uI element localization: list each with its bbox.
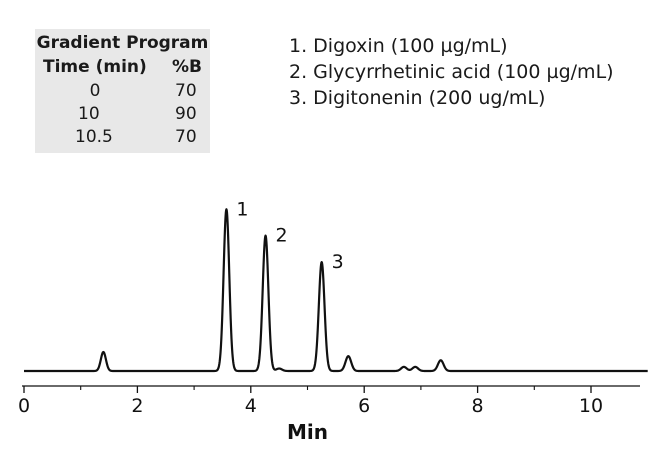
legend-item-2: 2. Glycyrrhetinic acid (100 µg/mL) xyxy=(289,61,614,83)
peak-legend: 1. Digoxin (100 µg/mL) 2. Glycyrrhetinic… xyxy=(289,33,614,111)
x-tick-label: 8 xyxy=(472,395,484,417)
x-tick-label: 2 xyxy=(131,395,143,417)
x-tick-label: 6 xyxy=(358,395,370,417)
gradient-program-table: Gradient Program Time (min) %B 0 70 10 9… xyxy=(35,29,210,153)
column-header-percent-b: %B xyxy=(172,57,202,77)
table-cell-b: 70 xyxy=(175,127,197,147)
table-title: Gradient Program xyxy=(36,33,209,53)
peak-label-2: 2 xyxy=(276,225,288,247)
peak-label-1: 1 xyxy=(236,198,248,220)
legend-item-3: 3. Digitonenin (200 ug/mL) xyxy=(289,87,546,109)
table-cell-time: 0 xyxy=(89,81,101,101)
table-cell-time: 10 xyxy=(78,104,100,124)
x-tick-label: 10 xyxy=(579,395,603,417)
table-cell-b: 90 xyxy=(175,104,197,124)
x-axis-label: Min xyxy=(287,420,328,444)
legend-item-1: 1. Digoxin (100 µg/mL) xyxy=(289,35,508,57)
table-cell-time: 10.5 xyxy=(75,127,113,147)
peak-label-3: 3 xyxy=(332,251,344,273)
table-cell-b: 70 xyxy=(175,81,197,101)
x-tick-label: 0 xyxy=(18,395,30,417)
chromatogram-trace xyxy=(23,208,649,373)
x-tick-label: 4 xyxy=(245,395,257,417)
column-header-time: Time (min) xyxy=(43,57,147,77)
